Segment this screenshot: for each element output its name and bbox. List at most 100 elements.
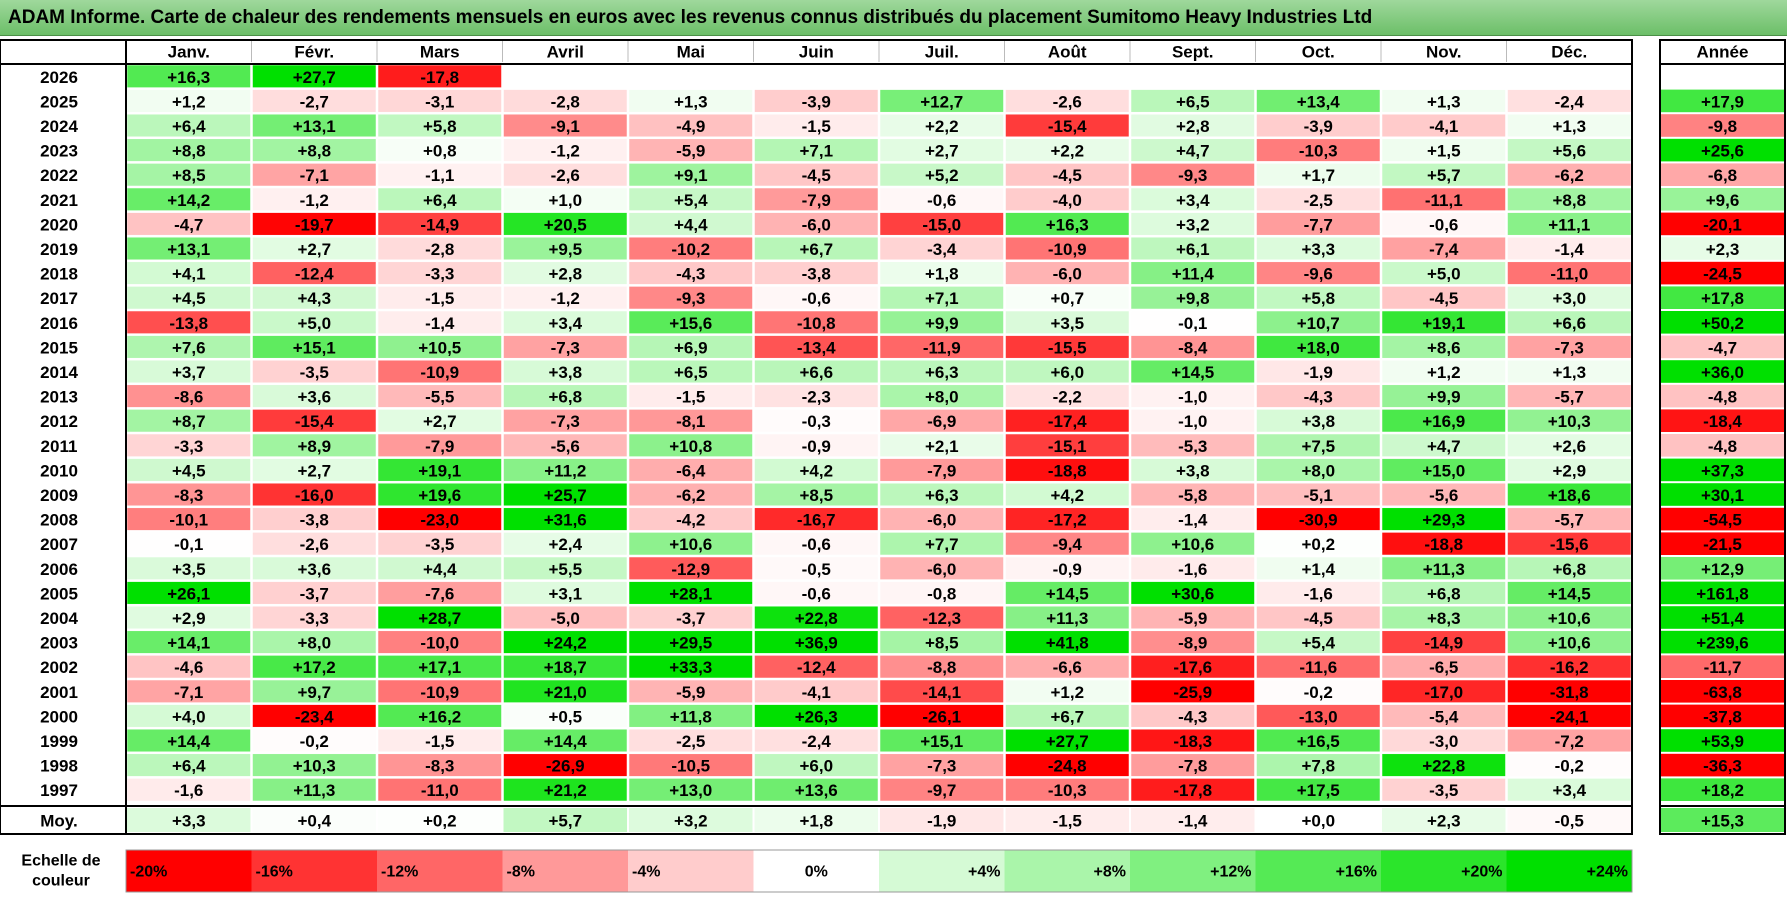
heatmap-cell bbox=[503, 409, 628, 433]
cell-value: +17,1 bbox=[418, 658, 461, 677]
cell-value: -7,9 bbox=[802, 191, 831, 210]
heatmap-cell bbox=[377, 335, 502, 359]
heatmap-cell bbox=[377, 605, 502, 630]
average-cell bbox=[503, 808, 627, 832]
cell-value: +21,2 bbox=[544, 781, 587, 800]
average-value: +0,4 bbox=[297, 812, 331, 831]
cell-value: +5,4 bbox=[674, 191, 708, 210]
cell-value: +2,7 bbox=[297, 461, 331, 480]
cell-value: +14,2 bbox=[167, 191, 210, 210]
cell-value: +5,0 bbox=[1427, 265, 1461, 284]
annual-cell bbox=[1661, 286, 1784, 309]
cell-value: -2,5 bbox=[676, 732, 705, 751]
average-value: +1,8 bbox=[799, 812, 833, 831]
heatmap-cell bbox=[879, 679, 1004, 703]
scale-swatch bbox=[1255, 850, 1381, 892]
cell-value: -7,4 bbox=[1429, 240, 1459, 259]
cell-value: -2,6 bbox=[1053, 92, 1082, 111]
heatmap-cell bbox=[1381, 581, 1506, 605]
cell-value: +6,8 bbox=[1552, 560, 1586, 579]
cell-value: -7,6 bbox=[425, 584, 454, 603]
heatmap-cell bbox=[879, 310, 1004, 334]
heatmap-cell bbox=[1130, 236, 1255, 261]
heatmap-cell bbox=[377, 163, 502, 187]
cell-value: -3,8 bbox=[300, 511, 329, 530]
cell-value: +1,3 bbox=[1552, 363, 1586, 382]
heatmap-cell bbox=[754, 64, 879, 88]
annual-value: -54,5 bbox=[1703, 511, 1742, 530]
month-header: Août bbox=[1048, 43, 1087, 62]
heatmap-cell bbox=[628, 212, 753, 236]
cell-value: +11,3 bbox=[1046, 609, 1088, 628]
cell-value: -26,1 bbox=[922, 707, 961, 726]
heatmap-cell bbox=[1005, 286, 1130, 310]
heatmap-cell bbox=[252, 605, 377, 630]
heatmap-cell bbox=[503, 236, 628, 261]
average-cell bbox=[1382, 808, 1506, 832]
cell-value: -3,7 bbox=[676, 609, 705, 628]
heatmap-cell bbox=[1130, 630, 1255, 654]
cell-value: -4,0 bbox=[1053, 191, 1082, 210]
cell-value: +6,6 bbox=[799, 363, 833, 382]
cell-value: -6,0 bbox=[802, 215, 831, 234]
cell-value: -8,1 bbox=[676, 412, 705, 431]
cell-value: +2,1 bbox=[925, 437, 959, 456]
heatmap-cell bbox=[377, 261, 502, 285]
cell-value: +41,8 bbox=[1046, 634, 1089, 653]
cell-value: +4,7 bbox=[1176, 142, 1210, 161]
row-year-label: 2021 bbox=[40, 191, 78, 210]
heatmap-cell bbox=[1130, 728, 1255, 753]
heatmap-cell bbox=[628, 138, 753, 162]
cell-value: -0,6 bbox=[927, 191, 956, 210]
cell-value: +6,4 bbox=[172, 757, 206, 776]
cell-value: +2,2 bbox=[1050, 142, 1084, 161]
average-cell bbox=[1005, 808, 1129, 832]
heatmap-cell bbox=[1005, 704, 1130, 728]
cell-value: -11,1 bbox=[1425, 191, 1463, 210]
heatmap-cell bbox=[1256, 212, 1381, 236]
heatmap-cell bbox=[879, 605, 1004, 630]
cell-value: -18,8 bbox=[1424, 535, 1463, 554]
cell-value: -2,8 bbox=[551, 92, 580, 111]
scale-value: +12% bbox=[1210, 864, 1251, 881]
heatmap-cell bbox=[879, 630, 1004, 654]
cell-value: -3,0 bbox=[1429, 732, 1458, 751]
heatmap-cell bbox=[1256, 113, 1381, 138]
heatmap-cell bbox=[628, 630, 753, 654]
cell-value: -4,7 bbox=[174, 215, 203, 234]
cell-value: +6,6 bbox=[1552, 314, 1586, 333]
cell-value: -1,6 bbox=[174, 781, 203, 800]
cell-value: +12,7 bbox=[920, 92, 963, 111]
cell-value: -9,1 bbox=[551, 117, 580, 136]
cell-value: -17,4 bbox=[1048, 412, 1087, 431]
annual-cell bbox=[1661, 680, 1784, 703]
heatmap-cell bbox=[879, 507, 1004, 531]
heatmap-cell bbox=[628, 532, 753, 556]
cell-value: -7,3 bbox=[1555, 338, 1584, 357]
heatmap-cell bbox=[252, 532, 377, 556]
heatmap-cell bbox=[1381, 753, 1506, 777]
cell-value: +15,1 bbox=[293, 338, 336, 357]
cell-value: +6,8 bbox=[548, 388, 582, 407]
cell-value: -4,5 bbox=[1053, 166, 1082, 185]
scale-value: +20% bbox=[1461, 864, 1502, 881]
heatmap-cell bbox=[377, 458, 502, 482]
cell-value: -5,9 bbox=[676, 142, 705, 161]
annual-value: -24,5 bbox=[1703, 265, 1742, 284]
cell-value: +6,5 bbox=[1176, 92, 1210, 111]
cell-value: -5,8 bbox=[1178, 486, 1207, 505]
heatmap-cell bbox=[503, 605, 628, 630]
cell-value: -15,4 bbox=[295, 412, 334, 431]
annual-cell bbox=[1661, 630, 1784, 654]
average-value: -1,9 bbox=[927, 812, 956, 831]
cell-value: +31,6 bbox=[544, 511, 587, 530]
cell-value: -3,3 bbox=[425, 265, 454, 284]
cell-value: +2,9 bbox=[172, 609, 206, 628]
heatmap-cell bbox=[1130, 187, 1255, 211]
cell-value: +4,5 bbox=[172, 289, 206, 308]
heatmap-cell bbox=[754, 532, 879, 556]
heatmap-cell bbox=[377, 89, 502, 113]
annual-cell bbox=[1661, 458, 1784, 482]
annual-value: +25,6 bbox=[1701, 142, 1744, 161]
annual-cell bbox=[1661, 704, 1784, 728]
